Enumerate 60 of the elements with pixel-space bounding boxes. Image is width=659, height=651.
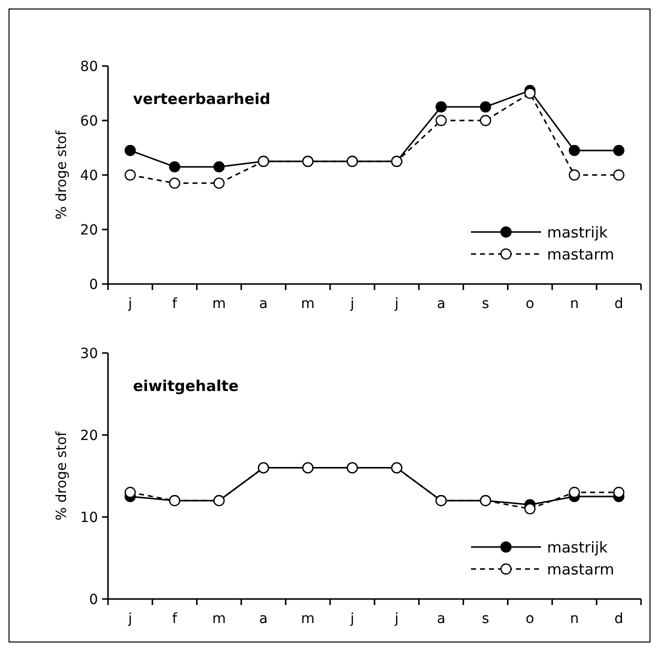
point	[568, 486, 580, 498]
y-tick-label: 30	[80, 346, 98, 362]
point	[213, 161, 225, 172]
x-tick-label: j	[127, 296, 132, 312]
legend-label: mastrijk	[547, 538, 608, 556]
point	[436, 101, 447, 112]
point	[124, 169, 136, 181]
point	[524, 503, 536, 514]
y-axis-title: % droge stof	[54, 430, 70, 520]
legend-label: mastarm	[547, 560, 614, 578]
x-tick-label: j	[349, 296, 354, 312]
y-tick-label: 80	[80, 58, 98, 75]
point	[169, 161, 180, 172]
point	[524, 88, 536, 99]
x-tick-label: a	[436, 611, 446, 627]
y-tick-label: 10	[80, 510, 98, 526]
legend-label: mastarm	[547, 245, 614, 264]
x-tick-label: d	[614, 611, 624, 627]
y-axis-title: % droge stof	[54, 129, 70, 220]
x-tick-label: s	[482, 611, 490, 627]
point	[169, 178, 180, 189]
point	[568, 169, 580, 181]
legend-label: mastrijk	[547, 223, 608, 242]
point	[436, 114, 447, 126]
x-tick-label: f	[172, 611, 178, 627]
y-tick-label: 0	[89, 592, 98, 608]
point	[480, 101, 492, 112]
x-tick-label: j	[394, 611, 399, 627]
x-tick-label: j	[349, 611, 354, 627]
point	[613, 486, 624, 498]
x-tick-label: m	[301, 296, 315, 312]
x-tick-label: a	[436, 296, 446, 312]
x-tick-label: o	[526, 296, 534, 312]
text: eiwitgehalte	[133, 377, 239, 395]
x-tick-label: m	[212, 611, 226, 627]
point	[613, 169, 624, 181]
x-tick-label: m	[212, 296, 226, 312]
x-tick-label: m	[301, 611, 315, 627]
x-tick-label: d	[614, 296, 624, 312]
x-tick-label: s	[482, 296, 490, 312]
y-tick-label: 0	[89, 276, 98, 293]
x-tick-label: o	[526, 611, 534, 627]
x-tick-label: f	[172, 296, 178, 312]
x-tick-label: a	[259, 296, 268, 312]
y-tick-label: 20	[80, 222, 98, 238]
x-tick-label: j	[127, 611, 132, 627]
y-tick-label: 60	[80, 113, 98, 130]
x-tick-label: j	[394, 296, 399, 312]
point	[124, 144, 136, 156]
point	[480, 114, 492, 126]
x-tick-label: a	[259, 611, 268, 627]
text: verteerbaarheid	[133, 90, 270, 108]
point	[213, 178, 225, 189]
y-tick-label: 20	[80, 428, 98, 444]
point	[613, 144, 624, 156]
y-tick-label: 40	[80, 168, 98, 184]
x-tick-label: n	[570, 611, 579, 627]
point	[124, 486, 136, 498]
x-tick-label: n	[570, 296, 579, 312]
point	[568, 144, 580, 156]
